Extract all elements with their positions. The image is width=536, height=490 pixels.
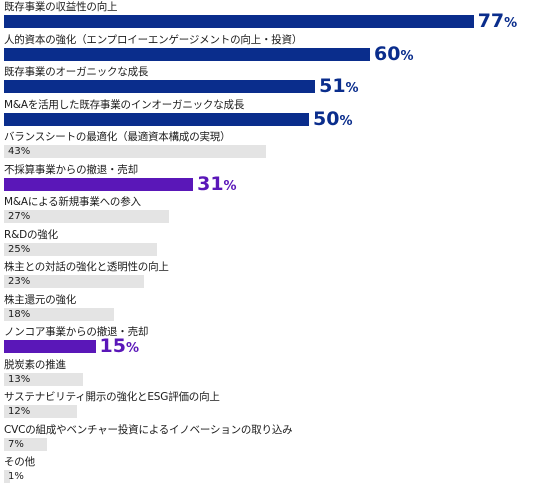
bar-label: M&Aを活用した既存事業のインオーガニックな成長 (4, 98, 245, 111)
bar-label: ノンコア事業からの撤退・売却 (4, 326, 149, 338)
bar-value-label: 25% (8, 243, 31, 255)
bar-value-label: 27% (8, 211, 31, 222)
bar (4, 405, 78, 418)
bar-value-label: 50% (313, 109, 352, 132)
bar-label: その他 (4, 456, 35, 468)
bar-row: 既存事業のオーガニックな成長 51% (0, 66, 536, 99)
bar (4, 80, 316, 93)
bar-value-number: 50 (313, 107, 340, 130)
bar-row: 株主還元の強化 18% (0, 294, 536, 327)
bar-value-number: 77 (477, 10, 505, 32)
bar-row: 人的資本の強化（エンプロイーエンゲージメントの向上・投資） 60% (0, 34, 536, 67)
bar-value-unit: % (345, 81, 359, 96)
bar-row: バランスシートの最適化（最適資本構成の実現） 43% (0, 131, 536, 164)
bar (4, 210, 169, 223)
bar-label: 既存事業のオーガニックな成長 (4, 66, 149, 78)
bar-value-unit: % (504, 16, 518, 31)
bar-row: ノンコア事業からの撤退・売却 15% (0, 326, 536, 359)
bar-value-unit: % (400, 48, 414, 64)
bar-label: 既存事業の収益性の向上 (4, 1, 118, 13)
bar-label: R&Dの強化 (4, 228, 58, 241)
bar-row: その他 1% (0, 456, 536, 489)
bar-label: M&Aによる新規事業への参入 (4, 196, 141, 208)
bar-value-label: 51% (319, 76, 358, 99)
bar (4, 242, 157, 256)
bar-value-number: 31 (197, 172, 224, 195)
bar-label: 人的資本の強化（エンプロイーエンゲージメントの向上・投資） (4, 33, 303, 46)
bar (4, 177, 194, 191)
bar-row: 不採算事業からの撤退・売却 31% (0, 164, 536, 197)
bar (4, 112, 309, 126)
bar-value-unit: % (223, 178, 237, 194)
bar-value-label: 31% (197, 174, 236, 197)
bar-value-label: 13% (8, 373, 31, 385)
bar-value-number: 51 (319, 75, 346, 97)
bar (4, 145, 267, 158)
bar-value-unit: % (125, 341, 139, 356)
bar-row: サステナビリティ開示の強化とESG評価の向上 12% (0, 391, 536, 424)
bar-value-unit: % (339, 113, 353, 129)
bar-value-number: 60 (374, 42, 401, 65)
bar-value-label: 18% (8, 308, 31, 320)
bar-row: M&Aを活用した既存事業のインオーガニックな成長 50% (0, 99, 536, 132)
bar-value-label: 77% (478, 11, 517, 34)
bar-label: 脱炭素の推進 (4, 358, 66, 371)
bar-value-label: 7% (8, 438, 24, 450)
bar (4, 15, 474, 28)
bar-value-label: 43% (8, 146, 31, 157)
bar (4, 470, 11, 483)
bar (4, 372, 84, 386)
bar-row: CVCの組成やベンチャー投資によるイノベーションの取り込み 7% (0, 424, 536, 457)
bar-row: 既存事業の収益性の向上 77% (0, 1, 536, 34)
bar-row: M&Aによる新規事業への参入 27% (0, 196, 536, 229)
bar-label: CVCの組成やベンチャー投資によるイノベーションの取り込み (4, 423, 293, 436)
bar-row: 株主との対話の強化と透明性の向上 23% (0, 261, 536, 294)
bar-value-label: 1% (8, 471, 24, 482)
bar-row: 脱炭素の推進 13% (0, 359, 536, 392)
bar-value-label: 60% (374, 44, 413, 67)
bar-label: サステナビリティ開示の強化とESG評価の向上 (4, 391, 220, 403)
bar (4, 340, 96, 353)
bar-label: 株主との対話の強化と透明性の向上 (4, 261, 169, 273)
bar (4, 437, 47, 451)
bar-label: 株主還元の強化 (4, 293, 77, 306)
bar (4, 47, 370, 61)
bar-value-label: 12% (8, 406, 31, 417)
bar-value-label: 23% (8, 276, 31, 287)
bar-label: バランスシートの最適化（最適資本構成の実現） (4, 131, 231, 143)
bar-row: R&Dの強化 25% (0, 229, 536, 262)
bar-value-number: 15 (99, 335, 126, 357)
bar (4, 275, 145, 288)
bar (4, 307, 114, 321)
bar-value-label: 15% (100, 336, 139, 359)
bar-label: 不採算事業からの撤退・売却 (4, 163, 138, 176)
